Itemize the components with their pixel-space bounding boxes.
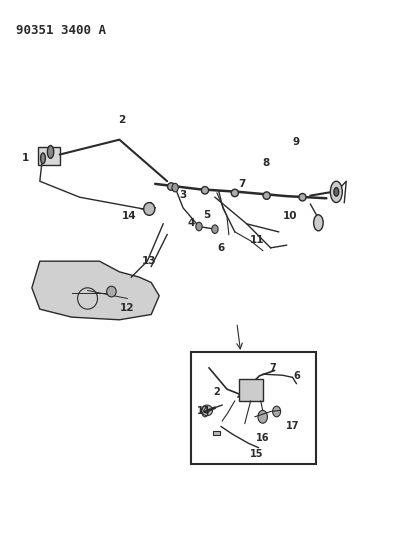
FancyBboxPatch shape bbox=[239, 379, 263, 401]
Ellipse shape bbox=[107, 286, 116, 297]
Ellipse shape bbox=[212, 225, 218, 233]
Text: 5: 5 bbox=[203, 210, 211, 220]
Ellipse shape bbox=[201, 405, 213, 416]
Bar bbox=[191, 352, 316, 464]
Text: 1: 1 bbox=[22, 154, 29, 163]
Ellipse shape bbox=[168, 183, 175, 190]
Text: 9: 9 bbox=[292, 138, 299, 147]
Text: 6: 6 bbox=[217, 243, 224, 253]
Text: 10: 10 bbox=[283, 211, 298, 221]
Text: 17: 17 bbox=[286, 422, 299, 431]
Text: 8: 8 bbox=[262, 158, 269, 167]
Ellipse shape bbox=[196, 222, 202, 231]
Text: 15: 15 bbox=[250, 449, 263, 459]
FancyBboxPatch shape bbox=[213, 431, 220, 435]
Ellipse shape bbox=[258, 410, 267, 423]
Text: 7: 7 bbox=[269, 363, 276, 373]
Ellipse shape bbox=[299, 193, 306, 201]
Text: 12: 12 bbox=[120, 303, 135, 312]
Text: 3: 3 bbox=[179, 190, 187, 199]
Ellipse shape bbox=[330, 181, 342, 203]
Ellipse shape bbox=[41, 153, 45, 164]
Text: 4: 4 bbox=[187, 218, 195, 228]
Text: 11: 11 bbox=[250, 235, 264, 245]
Text: 90351 3400 A: 90351 3400 A bbox=[16, 24, 106, 37]
Ellipse shape bbox=[231, 189, 238, 197]
Text: 14: 14 bbox=[122, 211, 137, 221]
Text: 6: 6 bbox=[293, 371, 300, 381]
Ellipse shape bbox=[144, 203, 155, 215]
FancyBboxPatch shape bbox=[38, 147, 60, 165]
Text: 2: 2 bbox=[118, 115, 125, 125]
Ellipse shape bbox=[334, 188, 339, 196]
Ellipse shape bbox=[47, 146, 54, 158]
Polygon shape bbox=[32, 261, 159, 320]
Text: 14: 14 bbox=[197, 407, 211, 416]
Text: 7: 7 bbox=[238, 179, 246, 189]
Text: 13: 13 bbox=[142, 256, 156, 266]
Text: 16: 16 bbox=[256, 433, 269, 443]
Ellipse shape bbox=[172, 183, 178, 192]
Ellipse shape bbox=[314, 215, 323, 231]
Ellipse shape bbox=[273, 406, 281, 417]
Text: 2: 2 bbox=[214, 387, 220, 397]
Ellipse shape bbox=[201, 187, 209, 194]
Ellipse shape bbox=[263, 192, 270, 199]
